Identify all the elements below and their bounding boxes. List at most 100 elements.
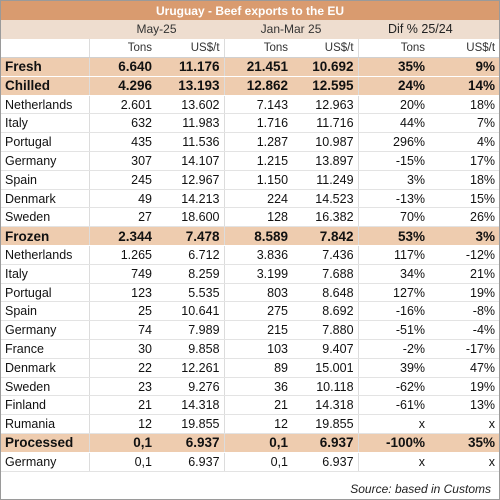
- value-cell: x: [357, 414, 430, 435]
- country-name: Finland: [1, 395, 89, 416]
- value-cell: 39%: [357, 358, 430, 378]
- unit-cell: Tons: [223, 38, 293, 59]
- value-cell: 21%: [429, 264, 500, 284]
- value-cell: 749: [88, 264, 156, 284]
- value-cell: 3.836: [223, 245, 293, 265]
- value-cell: 12.963: [292, 95, 359, 115]
- value-cell: -12%: [429, 245, 500, 265]
- table-row: Germany 307 14.107 1.215 13.897 -15% 17%: [1, 151, 500, 171]
- value-cell: 296%: [357, 132, 430, 153]
- value-cell: x: [357, 452, 430, 472]
- table-row: Sweden 23 9.276 36 10.118 -62% 19%: [1, 377, 500, 397]
- country-name: Italy: [1, 264, 89, 284]
- value-cell: 49: [88, 189, 156, 209]
- group-name: Chilled: [1, 76, 89, 96]
- value-cell: 6.640: [88, 57, 156, 77]
- country-name: Rumania: [1, 414, 89, 435]
- value-cell: 21.451: [223, 57, 293, 77]
- value-cell: 1.287: [223, 132, 293, 153]
- value-cell: 21: [88, 395, 156, 416]
- value-cell: 9.407: [292, 339, 359, 359]
- value-cell: 13%: [429, 395, 500, 416]
- value-cell: 30: [88, 339, 156, 359]
- value-cell: 8.648: [292, 283, 359, 303]
- period-header-blank: [1, 20, 89, 39]
- country-name: Denmark: [1, 358, 89, 378]
- value-cell: 9%: [429, 57, 500, 77]
- value-cell: 6.937: [292, 452, 359, 472]
- country-name: Denmark: [1, 189, 89, 209]
- value-cell: 12: [88, 414, 156, 435]
- unit-cell: Tons: [357, 38, 430, 59]
- value-cell: 25: [88, 301, 156, 322]
- value-cell: 15%: [429, 189, 500, 209]
- value-cell: -61%: [357, 395, 430, 416]
- value-cell: 0,1: [223, 433, 293, 453]
- table-row: France 30 9.858 103 9.407 -2% -17%: [1, 339, 500, 359]
- value-cell: 10.118: [292, 377, 359, 397]
- table-row: Italy 749 8.259 3.199 7.688 34% 21%: [1, 264, 500, 284]
- value-cell: 19.855: [292, 414, 359, 435]
- group-name: Fresh: [1, 57, 89, 77]
- value-cell: 7.436: [292, 245, 359, 265]
- value-cell: 47%: [429, 358, 500, 378]
- value-cell: 34%: [357, 264, 430, 284]
- value-cell: 11.176: [156, 57, 225, 77]
- value-cell: 2.344: [88, 226, 156, 247]
- country-name: Sweden: [1, 377, 89, 397]
- value-cell: 26%: [429, 207, 500, 228]
- value-cell: 224: [223, 189, 293, 209]
- value-cell: -62%: [357, 377, 430, 397]
- value-cell: 103: [223, 339, 293, 359]
- value-cell: 35%: [357, 57, 430, 77]
- value-cell: -15%: [357, 151, 430, 171]
- value-cell: 0,1: [223, 452, 293, 472]
- value-cell: 6.937: [156, 452, 225, 472]
- unit-cell: US$/t: [429, 38, 500, 59]
- units-header-blank: [1, 38, 89, 59]
- value-cell: 17%: [429, 151, 500, 171]
- value-cell: 215: [223, 320, 293, 341]
- value-cell: 6.937: [156, 433, 225, 453]
- value-cell: 20%: [357, 95, 430, 115]
- value-cell: 15.001: [292, 358, 359, 378]
- value-cell: 18%: [429, 170, 500, 190]
- value-cell: 14.107: [156, 151, 225, 171]
- value-cell: 12.862: [223, 76, 293, 96]
- value-cell: 35%: [429, 433, 500, 453]
- country-name: Portugal: [1, 283, 89, 303]
- value-cell: 11.249: [292, 170, 359, 190]
- value-cell: 21: [223, 395, 293, 416]
- table-title: Uruguay - Beef exports to the EU: [1, 1, 499, 20]
- table-row: Italy 632 11.983 1.716 11.716 44% 7%: [1, 113, 500, 134]
- value-cell: 632: [88, 113, 156, 134]
- table-row: Netherlands 1.265 6.712 3.836 7.436 117% -12%: [1, 245, 500, 265]
- country-name: Sweden: [1, 207, 89, 228]
- period-dif: Dif % 25/24: [358, 20, 500, 39]
- table-row: Portugal 123 5.535 803 8.648 127% 19%: [1, 283, 500, 303]
- value-cell: 245: [88, 170, 156, 190]
- value-cell: 8.259: [156, 264, 225, 284]
- table-row: Sweden 27 18.600 128 16.382 70% 26%: [1, 207, 500, 228]
- value-cell: -13%: [357, 189, 430, 209]
- value-cell: 11.536: [156, 132, 225, 153]
- value-cell: 3%: [357, 170, 430, 190]
- value-cell: 12.261: [156, 358, 225, 378]
- value-cell: 3%: [429, 226, 500, 247]
- value-cell: 7.143: [223, 95, 293, 115]
- value-cell: -4%: [429, 320, 500, 341]
- value-cell: 7.989: [156, 320, 225, 341]
- beef-exports-table: May-25 Jan-Mar 25 Dif % 25/24 Tons US$/t…: [1, 20, 500, 472]
- unit-cell: US$/t: [292, 38, 359, 59]
- group-name: Frozen: [1, 226, 89, 247]
- value-cell: -2%: [357, 339, 430, 359]
- value-cell: 53%: [357, 226, 430, 247]
- value-cell: -16%: [357, 301, 430, 322]
- table-row: Spain 245 12.967 1.150 11.249 3% 18%: [1, 170, 500, 190]
- source-note: Source: based in Customs: [350, 482, 491, 496]
- value-cell: 13.193: [156, 76, 225, 96]
- value-cell: 7.842: [292, 226, 359, 247]
- value-cell: 0,1: [88, 452, 156, 472]
- value-cell: 7.478: [156, 226, 225, 247]
